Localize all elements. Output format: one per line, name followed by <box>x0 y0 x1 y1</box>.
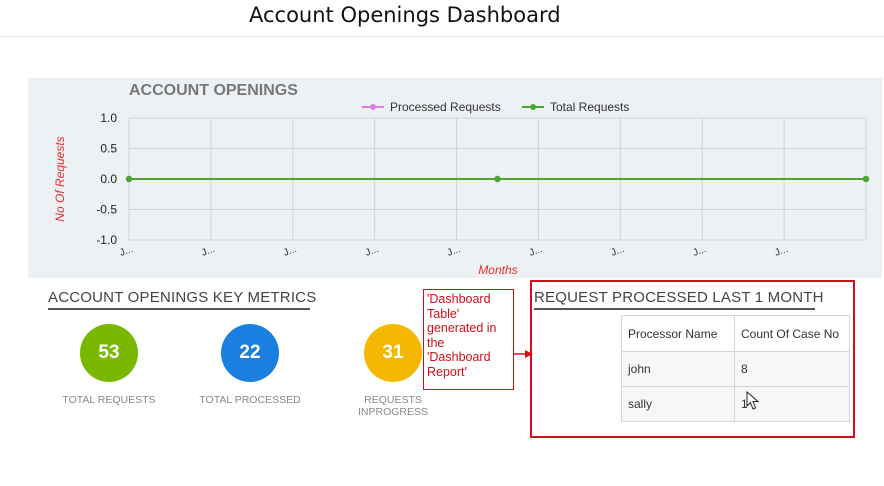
column-header-count-of-case-no[interactable]: Count Of Case No <box>734 315 850 352</box>
metrics-title-underline <box>48 308 310 310</box>
table-cell-processor-name: sally <box>621 386 735 422</box>
metric-total-requests: 53 TOTAL REQUESTS <box>49 324 169 406</box>
y-axis-label: No Of Requests <box>53 136 67 221</box>
y-tick-label: 0.0 <box>100 172 117 186</box>
processor-table: Processor Name Count Of Case No john 8 s… <box>621 315 850 422</box>
x-tick-label: J... <box>200 244 216 259</box>
x-axis-label: Months <box>478 263 517 277</box>
metric-total-processed-circle: 22 <box>221 324 279 382</box>
metric-requests-inprogress-label: REQUESTS INPROGRESS <box>357 394 428 418</box>
x-tick-label: J... <box>528 244 544 259</box>
metric-total-processed-label: TOTAL PROCESSED <box>199 394 301 406</box>
metric-total-processed: 22 TOTAL PROCESSED <box>190 324 310 406</box>
x-tick-label: J... <box>773 244 789 259</box>
y-tick-label: 1.0 <box>100 111 117 125</box>
data-point-1-1 <box>494 175 501 183</box>
table-cell-processor-name: john <box>621 351 735 387</box>
metric-requests-inprogress: 31 REQUESTS INPROGRESS <box>333 324 453 418</box>
table-header-row: Processor Name Count Of Case No <box>621 315 850 352</box>
annotation-arrow <box>513 350 533 358</box>
annotation-callout: 'Dashboard Table' generated in the 'Dash… <box>423 289 514 390</box>
x-tick-label: J... <box>118 244 134 259</box>
metric-total-requests-circle: 53 <box>80 324 138 382</box>
mouse-pointer-icon <box>746 391 760 410</box>
x-tick-label: J... <box>691 244 707 259</box>
metric-requests-inprogress-circle: 31 <box>364 324 422 382</box>
requests-section-title: REQUEST PROCESSED LAST 1 MONTH <box>534 289 824 310</box>
table-cell-count: 8 <box>734 351 850 387</box>
x-tick-label: J... <box>364 244 380 259</box>
annotation-highlight-box <box>530 280 855 438</box>
metrics-section-title: ACCOUNT OPENINGS KEY METRICS <box>48 289 317 310</box>
legend-marker-1 <box>530 104 536 110</box>
title-divider <box>0 36 884 37</box>
account-openings-chart: ACCOUNT OPENINGS Processed Requests Total … <box>53 82 870 277</box>
table-row[interactable]: john 8 <box>621 351 850 387</box>
legend-marker-0 <box>370 104 376 110</box>
metric-total-requests-label: TOTAL REQUESTS <box>62 394 156 406</box>
column-header-processor-name[interactable]: Processor Name <box>621 315 735 352</box>
x-tick-label: J... <box>282 244 298 259</box>
y-tick-label: -1.0 <box>96 233 117 247</box>
chart-title: ACCOUNT OPENINGS <box>129 82 298 99</box>
y-tick-label: -0.5 <box>96 203 117 217</box>
legend-label-1: Total Requests <box>550 100 629 114</box>
requests-section-title-text: REQUEST PROCESSED LAST 1 MONTH <box>534 289 824 306</box>
metrics-section-title-text: ACCOUNT OPENINGS KEY METRICS <box>48 289 317 306</box>
table-row[interactable]: sally 1 <box>621 386 850 422</box>
legend-label-0: Processed Requests <box>390 100 501 114</box>
data-point-1-2 <box>862 175 870 183</box>
y-tick-label: 0.5 <box>100 142 117 156</box>
requests-title-underline <box>534 308 815 310</box>
page-title: Account Openings Dashboard <box>249 3 561 27</box>
data-point-1-0 <box>125 175 133 183</box>
x-tick-label: J... <box>446 244 462 259</box>
x-tick-label: J... <box>610 244 626 259</box>
